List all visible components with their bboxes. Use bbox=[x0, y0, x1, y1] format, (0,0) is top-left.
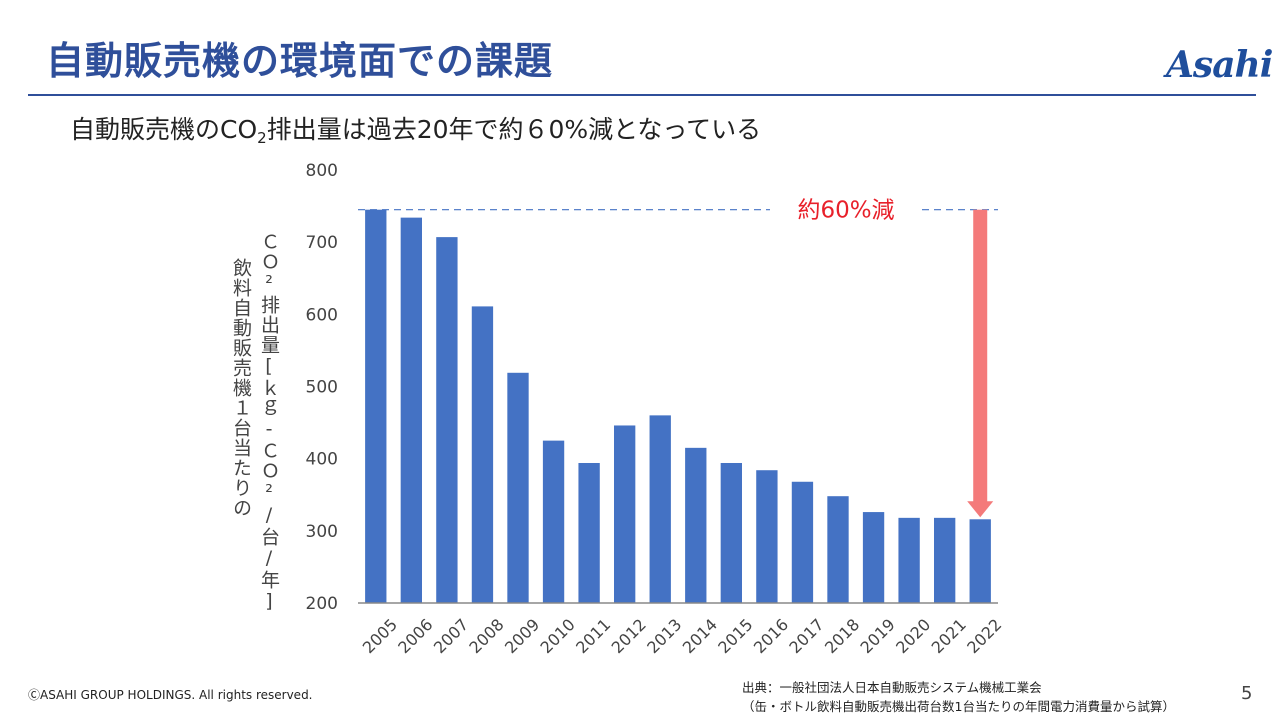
asahi-logo: Asahi bbox=[1166, 44, 1273, 86]
bar-2005 bbox=[365, 209, 387, 604]
y-tick-label: 400 bbox=[306, 450, 338, 470]
bar-2009 bbox=[507, 372, 529, 603]
reduction-arrow-shaft bbox=[973, 209, 988, 504]
bar-2017 bbox=[791, 481, 814, 603]
bar-2011 bbox=[578, 462, 600, 603]
x-tick-label: 2010 bbox=[537, 615, 579, 657]
subtitle-suffix: 排出量は過去20年で約６0%減となっている bbox=[266, 115, 762, 144]
y-tick-label: 300 bbox=[306, 522, 338, 542]
bar-2014 bbox=[685, 447, 707, 603]
x-tick-label: 2020 bbox=[892, 615, 934, 657]
bar-2020 bbox=[898, 517, 920, 603]
bar-2021 bbox=[934, 517, 956, 603]
bar-2022 bbox=[969, 519, 991, 603]
subtitle-prefix: 自動販売機のCO bbox=[70, 115, 258, 144]
y-tick-label: 200 bbox=[306, 594, 338, 614]
source-line-1: 出典：一般社団法人日本自動販売システム機械工業会 bbox=[742, 680, 1042, 695]
x-tick-label: 2005 bbox=[359, 615, 401, 657]
x-tick-label: 2016 bbox=[750, 615, 792, 657]
y-tick-label: 500 bbox=[306, 378, 338, 398]
x-tick-label: 2006 bbox=[394, 615, 436, 657]
bars bbox=[365, 209, 991, 604]
y-axis-ticks: 200 300 400 500 600 700 800 bbox=[306, 161, 338, 614]
page-number: 5 bbox=[1241, 683, 1253, 704]
copyright: ⒸASAHI GROUP HOLDINGS. All rights reserv… bbox=[28, 688, 313, 702]
bar-2012 bbox=[614, 425, 636, 603]
x-tick-label: 2009 bbox=[501, 615, 543, 657]
source-line-2: （缶・ボトル飲料自動販売機出荷台数1台当たりの年間電力消費量から試算） bbox=[742, 699, 1175, 714]
y-tick-label: 800 bbox=[306, 161, 338, 181]
x-tick-label: 2021 bbox=[928, 615, 970, 657]
title-divider bbox=[28, 94, 1256, 96]
x-tick-label: 2012 bbox=[608, 615, 650, 657]
y-tick-label: 600 bbox=[306, 305, 338, 325]
y-tick-label: 700 bbox=[306, 233, 338, 253]
x-tick-label: 2019 bbox=[857, 615, 899, 657]
x-tick-label: 2018 bbox=[821, 615, 863, 657]
x-tick-label: 2014 bbox=[679, 615, 721, 657]
y-axis-label-line-1: ＣＯ²排出量[ｋｇ-ＣＯ²/台/年] bbox=[258, 232, 280, 613]
source-note: 出典：一般社団法人日本自動販売システム機械工業会 （缶・ボトル飲料自動販売機出荷… bbox=[742, 678, 1175, 716]
bar-2019 bbox=[862, 512, 885, 603]
x-tick-label: 2011 bbox=[572, 615, 614, 657]
subtitle: 自動販売機のCO2排出量は過去20年で約６0%減となっている bbox=[70, 110, 761, 147]
bar-2006 bbox=[400, 217, 422, 603]
subtitle-subscript: 2 bbox=[257, 129, 267, 147]
reduction-annotation: 約60%減 bbox=[797, 198, 894, 224]
bar-2015 bbox=[720, 462, 742, 603]
bar-2010 bbox=[542, 440, 565, 603]
x-tick-label: 2022 bbox=[963, 615, 1005, 657]
page-title: 自動販売機の環境面での課題 bbox=[46, 39, 554, 83]
bar-2016 bbox=[756, 470, 778, 603]
bar-2008 bbox=[471, 306, 494, 603]
x-tick-label: 2015 bbox=[714, 615, 756, 657]
x-tick-label: 2007 bbox=[430, 615, 472, 657]
x-axis-ticks: 2005200620072008200920102011201220132014… bbox=[359, 615, 1006, 657]
reduction-arrow-head bbox=[967, 501, 994, 518]
x-tick-label: 2017 bbox=[785, 615, 827, 657]
bar-2007 bbox=[436, 237, 458, 604]
x-tick-label: 2013 bbox=[643, 615, 685, 657]
y-axis-label-line-2: 飲料自動販売機１台当たりの bbox=[230, 258, 252, 518]
bar-2018 bbox=[827, 496, 849, 603]
bar-2013 bbox=[649, 415, 671, 603]
x-tick-label: 2008 bbox=[465, 615, 507, 657]
